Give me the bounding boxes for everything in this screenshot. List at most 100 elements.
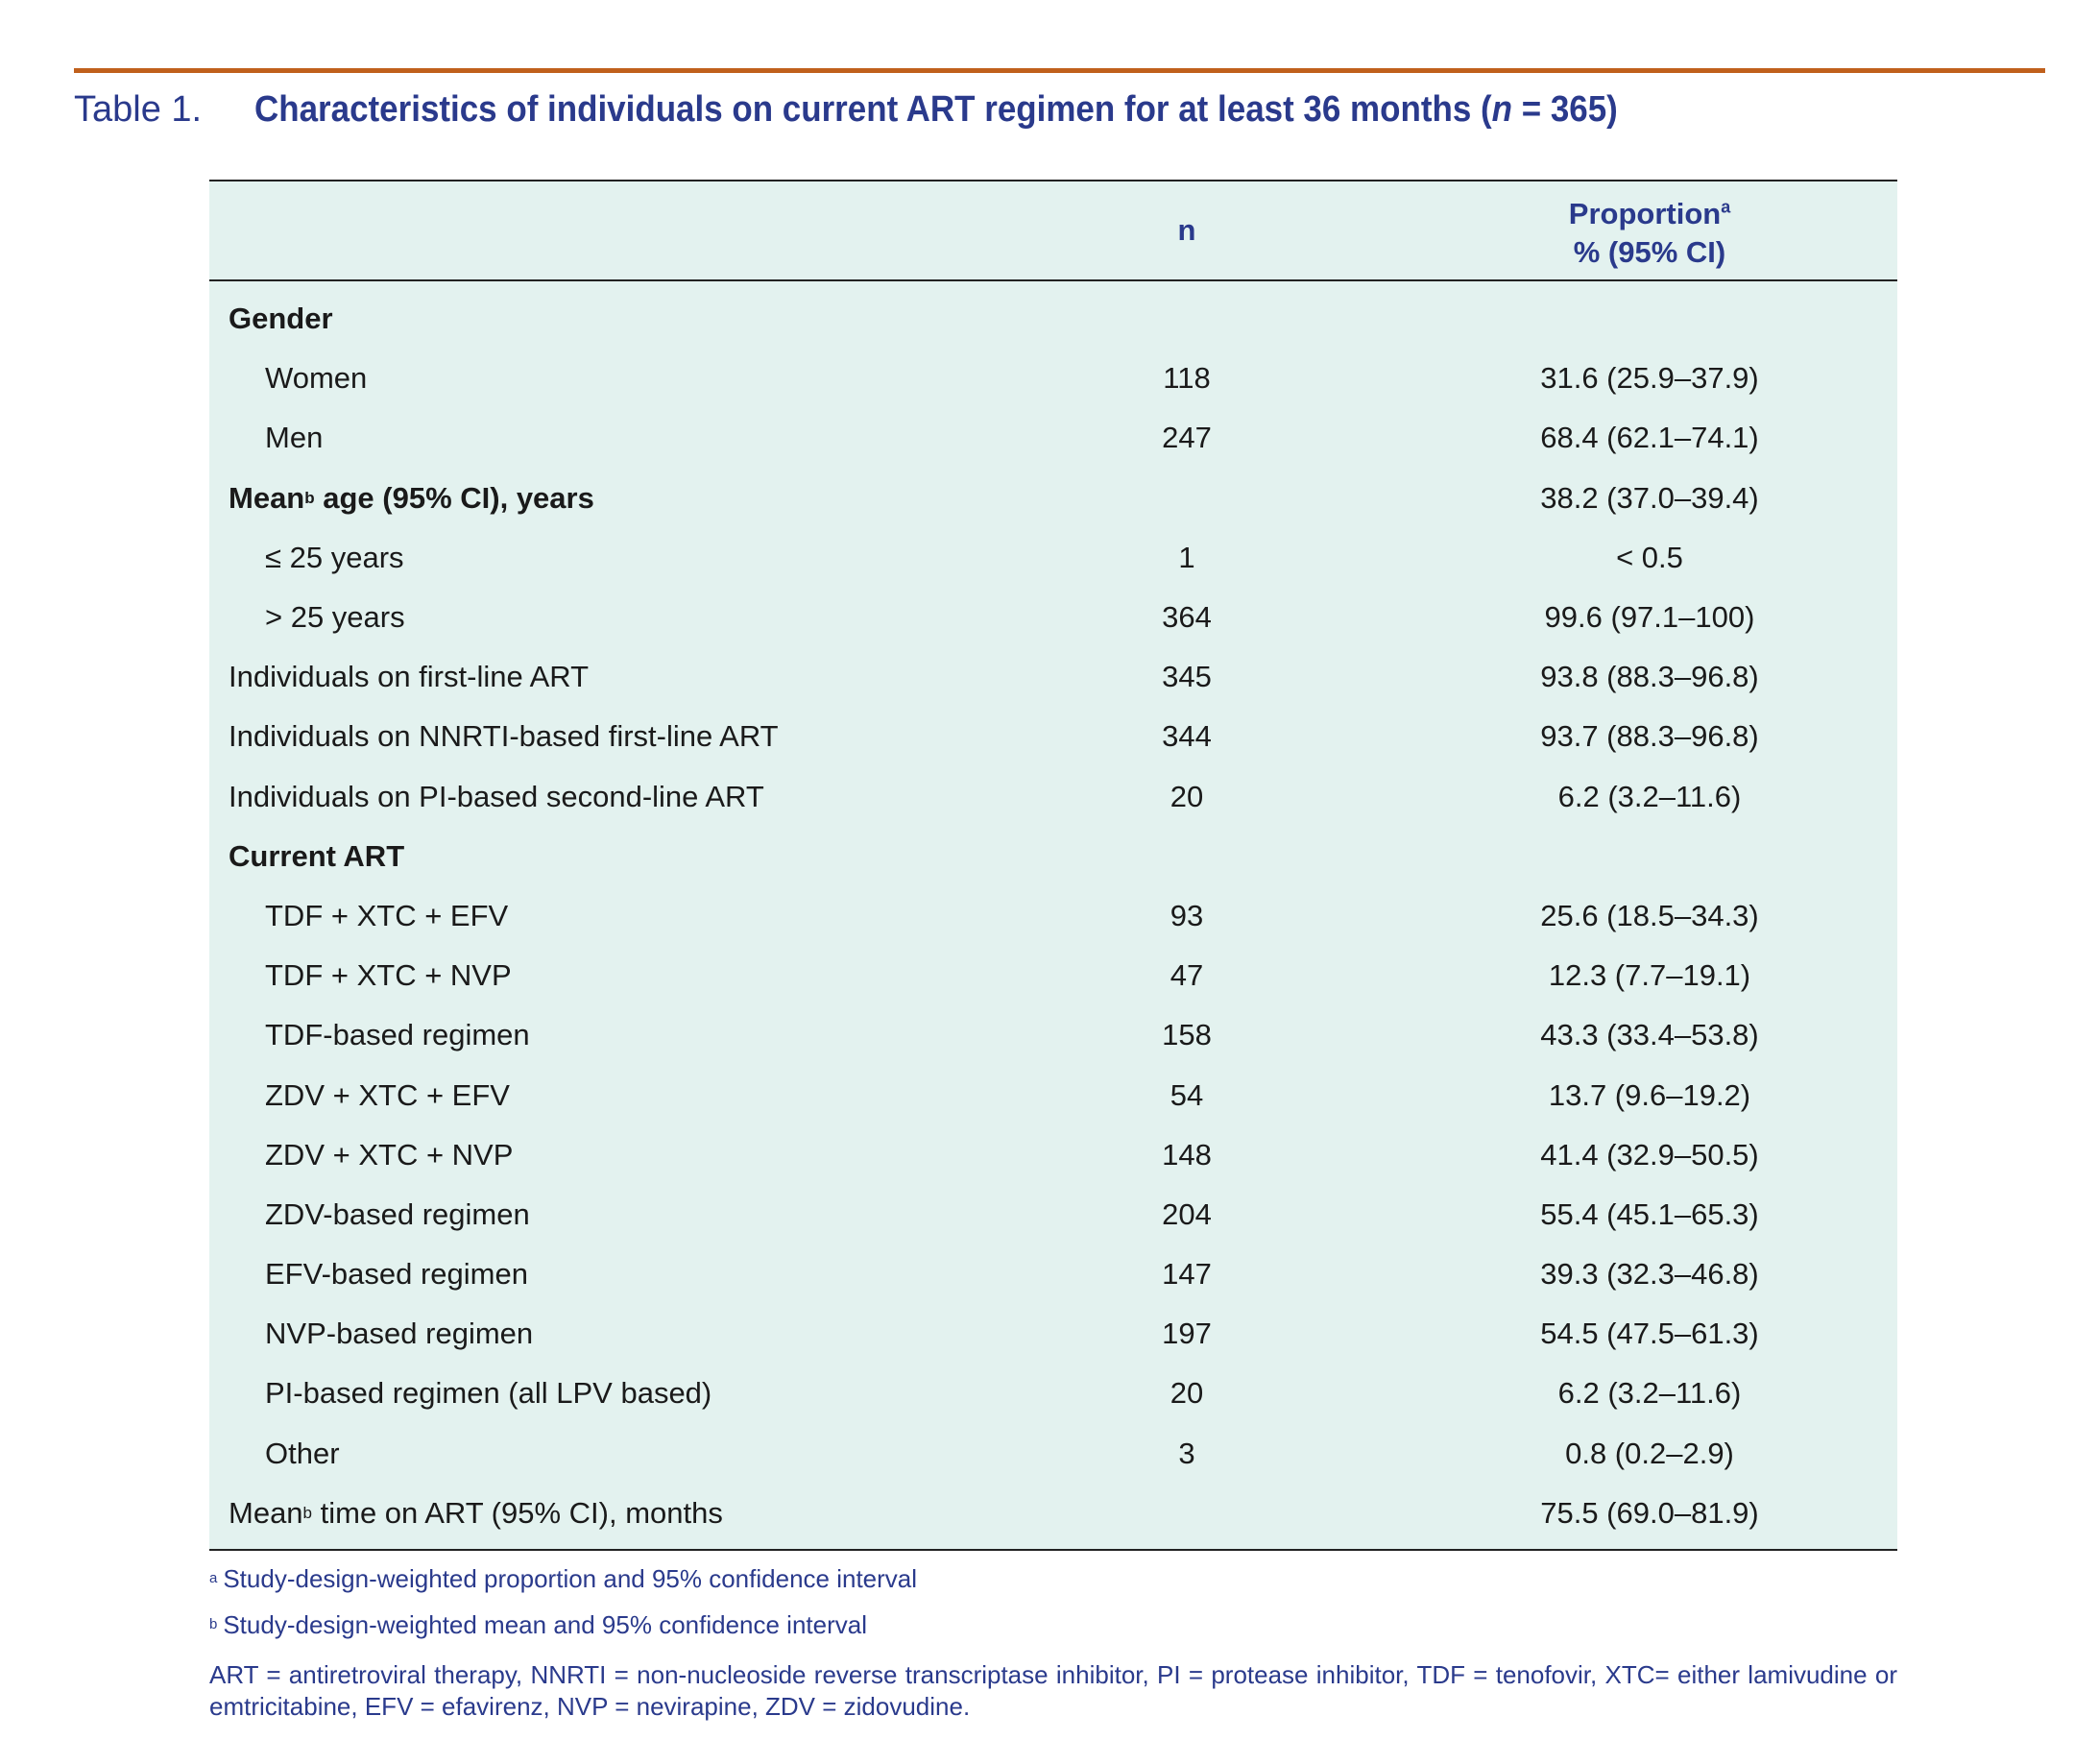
header-proportion-unit: % (95% CI) [1573,235,1726,269]
row-n [1091,289,1283,349]
row-label: NVP-based regimen [265,1304,533,1364]
row-label: Individuals on first-line ART [229,647,589,707]
row-label: TDF + XTC + NVP [265,946,512,1005]
row-n: 1 [1178,540,1195,574]
row-proportion: 25.6 (18.5–34.3) [1540,898,1759,932]
row-proportion: 12.3 (7.7–19.1) [1548,958,1751,993]
row-n: 148 [1162,1137,1212,1172]
row-label: Mean b age (95% CI), years [229,480,594,515]
row-label: EFV-based regimen [265,1244,528,1304]
table-row: Mean b age (95% CI), years 38.2 (37.0–39.4… [209,469,1897,528]
table-row: ZDV + XTC + NVP 148 41.4 (32.9–50.5) [209,1125,1897,1185]
abbreviations-note: ART = antiretroviral therapy, NNRTI = no… [209,1660,1897,1721]
row-proportion: 6.2 (3.2–11.6) [1557,1376,1742,1411]
row-label-rest: age (95% CI), years [314,480,594,515]
row-label-text: Gender [229,302,333,336]
table-row: Men 247 68.4 (62.1–74.1) [209,408,1897,468]
row-proportion: 6.2 (3.2–11.6) [1557,779,1742,813]
row-n: 147 [1162,1257,1212,1292]
row-proportion: 93.7 (88.3–96.8) [1540,719,1759,754]
caption-n-symbol: n [1491,88,1512,130]
footnote-b-text: Study-design-weighted mean and 95% confi… [223,1609,867,1639]
table-row: ZDV + XTC + EFV 54 13.7 (9.6–19.2) [209,1065,1897,1124]
row-proportion: 55.4 (45.1–65.3) [1540,1196,1759,1231]
row-n: 118 [1163,361,1211,396]
row-proportion: 41.4 (32.9–50.5) [1540,1137,1759,1172]
table-row: Gender [209,289,1897,349]
row-label: Gender [229,289,333,349]
row-label: Women [265,349,367,408]
row-label-text: PI-based regimen (all LPV based) [265,1376,712,1411]
row-n: 364 [1162,600,1212,635]
row-label: Men [265,408,323,468]
caption-part-2: = 365) [1511,88,1618,130]
table-row: Individuals on PI-based second-line ART 2… [209,767,1897,827]
row-label-rest: time on ART (95% CI), months [312,1495,723,1530]
table-row: ZDV-based regimen 204 55.4 (45.1–65.3) [209,1185,1897,1244]
row-label-text: Individuals on first-line ART [229,660,590,694]
row-proportion: 43.3 (33.4–53.8) [1540,1018,1759,1052]
row-label-text: Other [265,1436,340,1470]
table-row: Current ART [209,827,1897,886]
row-label-text: Women [265,361,368,396]
row-label: Other [265,1424,340,1484]
row-label-text: Individuals on PI-based second-line ART [229,779,764,813]
row-label-text: EFV-based regimen [265,1257,528,1292]
row-n: 47 [1170,958,1204,993]
row-n: 93 [1170,898,1204,932]
row-proportion [1400,289,1899,349]
row-label-text: NVP-based regimen [265,1317,534,1351]
header-proportion-label: Proportion [1568,197,1722,230]
header-proportion-footnote-mark: a [1721,197,1731,217]
row-proportion: 38.2 (37.0–39.4) [1540,480,1759,515]
row-label: Individuals on NNRTI-based first-line AR… [229,707,779,766]
row-n: 247 [1162,421,1212,455]
caption-part-1: Characteristics of individuals on curren… [254,88,1492,130]
row-proportion: 0.8 (0.2–2.9) [1565,1436,1734,1470]
table-title: Table 1. Characteristics of individuals … [74,85,1736,134]
table-row: EFV-based regimen 147 39.3 (32.3–46.8) [209,1244,1897,1304]
table-body: Gender Women 118 31.6 (25.9–37.9) Men 247 68.4… [209,281,1897,1549]
row-label: PI-based regimen (all LPV based) [265,1364,711,1423]
row-label-text: Mean [229,480,305,515]
row-proportion: 93.8 (88.3–96.8) [1540,660,1759,694]
row-label: Mean b time on ART (95% CI), months [229,1495,723,1530]
row-label: ZDV + XTC + NVP [265,1125,513,1185]
header-n: n [1177,213,1196,247]
row-label-text: ZDV-based regimen [265,1196,530,1231]
table-row: ≤ 25 years 1 < 0.5 [209,528,1897,588]
table-row: > 25 years 364 99.6 (97.1–100) [209,588,1897,647]
table-row: Individuals on first-line ART 345 93.8 (88… [209,647,1897,707]
row-label-text: Individuals on NNRTI-based first-line AR… [229,719,779,754]
row-label-text: TDF-based regimen [265,1018,530,1052]
table-header: n Proportiona % (95% CI) [209,181,1897,281]
row-n: 54 [1170,1077,1204,1112]
row-proportion: 99.6 (97.1–100) [1544,600,1755,635]
row-proportion: 13.7 (9.6–19.2) [1548,1077,1751,1112]
row-n [1091,1484,1283,1543]
row-label: Individuals on PI-based second-line ART [229,767,764,827]
characteristics-table: n Proportiona % (95% CI) Gender Women 118 3… [209,180,1897,1551]
table-row: Women 118 31.6 (25.9–37.9) [209,349,1897,408]
row-proportion: 39.3 (32.3–46.8) [1540,1257,1759,1292]
table-caption: Characteristics of individuals on curren… [254,89,1618,131]
row-n: 158 [1162,1018,1212,1052]
row-label: ZDV-based regimen [265,1185,530,1244]
row-n: 204 [1162,1196,1212,1231]
footnote-b: b Study-design-weighted mean and 95% conf… [209,1609,867,1639]
row-label: Current ART [229,827,404,886]
row-label: > 25 years [265,588,405,647]
row-label-text: Current ART [229,838,405,873]
row-proportion: < 0.5 [1616,540,1683,574]
row-label-text: Men [265,421,324,455]
row-label-text: ZDV + XTC + EFV [265,1077,510,1112]
row-n: 20 [1170,1376,1204,1411]
row-n: 3 [1178,1436,1195,1470]
table-row: Individuals on NNRTI-based first-line AR… [209,707,1897,766]
table-row: TDF + XTC + NVP 47 12.3 (7.7–19.1) [209,946,1897,1005]
row-n [1091,827,1283,886]
row-label: TDF-based regimen [265,1005,530,1065]
row-label-text: ≤ 25 years [265,540,404,574]
footnote-a: a Study-design-weighted proportion and 95… [209,1563,918,1593]
row-label-text: TDF + XTC + NVP [265,958,512,993]
